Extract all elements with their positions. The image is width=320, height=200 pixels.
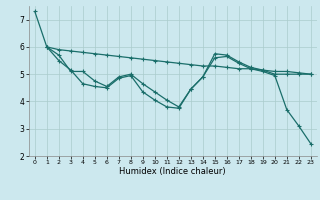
X-axis label: Humidex (Indice chaleur): Humidex (Indice chaleur) bbox=[119, 167, 226, 176]
